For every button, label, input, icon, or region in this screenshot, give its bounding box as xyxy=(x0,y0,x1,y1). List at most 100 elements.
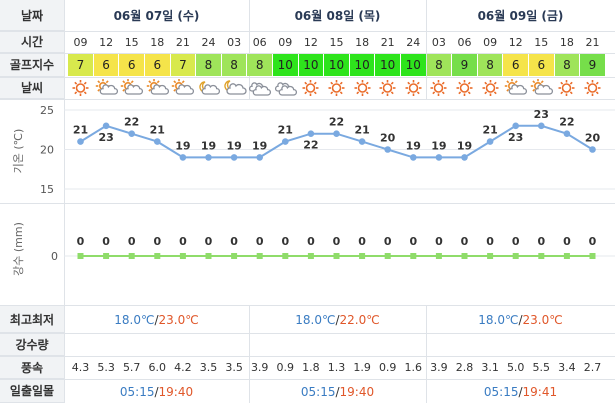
precip-point xyxy=(512,253,519,259)
temperature-label: 19 xyxy=(252,139,267,152)
golf-index-cell: 8 xyxy=(247,54,272,76)
temperature-point xyxy=(563,130,571,137)
min-temp: 18.0℃ xyxy=(478,313,519,327)
temperature-point xyxy=(384,146,392,153)
time-cell: 09 xyxy=(73,36,88,49)
wind-cell: 2.8 xyxy=(455,361,474,374)
wind-cell: 1.8 xyxy=(302,361,320,374)
precip-point xyxy=(461,253,468,259)
max-temp: 23.0℃ xyxy=(522,313,563,327)
time-cell: 21 xyxy=(585,36,600,49)
wind-cell: 1.6 xyxy=(404,361,423,374)
precip-point xyxy=(384,253,391,259)
partly-cloudy-icon xyxy=(172,79,195,95)
golf-index-cell: 7 xyxy=(170,54,196,76)
golf-index-cell: 9 xyxy=(452,54,477,76)
sun-day-3: 05:15/19:41 xyxy=(483,385,558,399)
temperature-point xyxy=(333,130,340,137)
precip-point xyxy=(563,253,570,259)
precip-point xyxy=(538,253,545,259)
sun-icon xyxy=(72,80,89,96)
golf-index-cell: 6 xyxy=(503,54,528,76)
cloudy-night-icon xyxy=(223,80,247,95)
precip-label: 0 xyxy=(435,235,443,248)
sun-icon xyxy=(379,80,396,96)
sun-icon xyxy=(482,80,499,96)
temperature-label: 21 xyxy=(482,124,497,137)
wind-cell: 6.0 xyxy=(148,361,167,374)
precip-label: 0 xyxy=(179,235,187,248)
sun-icon xyxy=(430,80,447,96)
precip-label: 0 xyxy=(486,235,494,248)
max-temp: 22.0℃ xyxy=(339,313,380,327)
sun-icon xyxy=(584,80,601,96)
temperature-label: 21 xyxy=(73,124,88,137)
cloudy-icon xyxy=(249,82,272,96)
time-cell: 21 xyxy=(380,36,395,49)
precip-label: 0 xyxy=(205,235,213,248)
precip-label: 0 xyxy=(512,235,520,248)
temperature-label: 19 xyxy=(431,139,446,152)
wind-cell: 3.5 xyxy=(225,361,243,374)
precip-label: 0 xyxy=(333,235,341,248)
time-cell: 21 xyxy=(175,36,190,49)
precip-point xyxy=(128,253,135,259)
precip-label: 0 xyxy=(128,235,136,248)
precip-point xyxy=(282,253,289,259)
temperature-label: 19 xyxy=(201,139,216,152)
precip-label: 0 xyxy=(563,235,571,248)
precip-label: 0 xyxy=(102,235,110,248)
time-cell: 18 xyxy=(150,36,165,49)
temperature-point xyxy=(282,138,289,145)
wind-cell: 2.7 xyxy=(583,361,602,374)
golf-index-cell: 10 xyxy=(375,54,400,76)
time-cell: 15 xyxy=(329,36,344,49)
temperature-point xyxy=(307,130,315,137)
golf-index-cell: 8 xyxy=(426,54,452,76)
time-cell: 18 xyxy=(559,36,574,49)
temperature-point xyxy=(461,154,468,161)
time-cell: 03 xyxy=(227,36,242,49)
sunset-time: 19:41 xyxy=(522,385,558,399)
precip-point xyxy=(77,253,84,259)
wind-cell: 1.9 xyxy=(353,361,371,374)
partly-cloudy-icon xyxy=(504,79,528,95)
time-cell: 24 xyxy=(406,36,421,49)
time-cell: 12 xyxy=(99,36,114,49)
golf-index-cell: 6 xyxy=(119,54,144,76)
temperature-point xyxy=(435,154,443,161)
precip-point xyxy=(205,253,212,259)
temperature-point xyxy=(256,154,264,161)
time-cell: 12 xyxy=(508,36,523,49)
sunrise-time: 05:15 xyxy=(483,385,519,399)
temperature-point xyxy=(154,138,161,145)
time-cell: 18 xyxy=(355,36,370,49)
precip-point xyxy=(154,253,161,259)
y-axis-label: 강수 (mm) xyxy=(12,222,25,276)
precip-point xyxy=(410,253,417,259)
temperature-label: 19 xyxy=(175,139,190,152)
precip-label: 0 xyxy=(384,235,392,248)
label-sun: 일출일몰 xyxy=(0,379,64,403)
temperature-point xyxy=(205,154,212,161)
precip-point xyxy=(359,253,366,259)
temperature-label: 23 xyxy=(508,131,523,144)
temperature-label: 22 xyxy=(124,116,139,129)
max-temp: 23.0℃ xyxy=(158,313,199,327)
label-minmax: 최고최저 xyxy=(0,306,64,333)
temperature-label: 21 xyxy=(354,124,369,137)
day-header-2: 06월 08일 (목) xyxy=(294,9,381,23)
label-weather: 날씨 xyxy=(0,77,64,99)
time-cell: 09 xyxy=(483,36,498,49)
sun-icon xyxy=(456,80,473,96)
temperature-label: 19 xyxy=(406,139,421,152)
golf-index-cell: 10 xyxy=(349,54,375,76)
temperature-chart: 기온 (℃) 15 20 25 21 23 22 21 19 19 19 19 21 22 22 21 20 19… xyxy=(12,104,615,196)
golf-index-cell: 8 xyxy=(221,54,247,76)
y-tick-label: 0 xyxy=(51,250,58,263)
precip-point xyxy=(256,253,263,259)
golf-index-cell: 10 xyxy=(401,54,426,76)
wind-cell: 3.9 xyxy=(430,361,448,374)
precip-point xyxy=(307,253,314,259)
temperature-label: 20 xyxy=(585,132,601,145)
